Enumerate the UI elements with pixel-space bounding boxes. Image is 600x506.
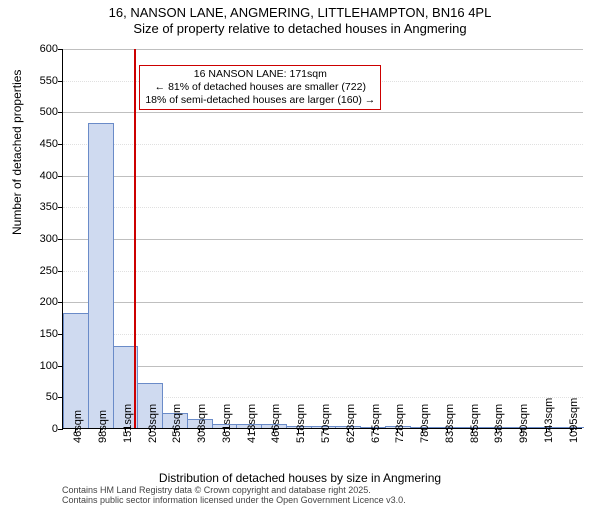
gridline <box>63 239 583 240</box>
histogram-bar <box>88 123 114 428</box>
annotation-line1: ← 81% of detached houses are smaller (72… <box>145 81 375 94</box>
y-tick-label: 100 <box>18 360 58 372</box>
y-tick <box>58 144 63 145</box>
y-tick-label: 150 <box>18 328 58 340</box>
chart-title-line2: Size of property relative to detached ho… <box>0 21 600 36</box>
x-axis-label: Distribution of detached houses by size … <box>0 471 600 485</box>
footer-attribution: Contains HM Land Registry data © Crown c… <box>62 485 406 506</box>
y-tick-label: 250 <box>18 265 58 277</box>
footer-line2: Contains public sector information licen… <box>62 495 406 505</box>
y-tick <box>58 207 63 208</box>
y-tick-label: 350 <box>18 201 58 213</box>
gridline <box>63 302 583 303</box>
chart-title-line1: 16, NANSON LANE, ANGMERING, LITTLEHAMPTO… <box>0 5 600 20</box>
y-tick-label: 200 <box>18 296 58 308</box>
gridline <box>63 144 583 145</box>
y-tick <box>58 176 63 177</box>
gridline <box>63 112 583 113</box>
footer-line1: Contains HM Land Registry data © Crown c… <box>62 485 406 495</box>
y-tick <box>58 429 63 430</box>
gridline <box>63 366 583 367</box>
gridline <box>63 176 583 177</box>
gridline <box>63 49 583 50</box>
y-tick-label: 500 <box>18 106 58 118</box>
y-tick-label: 0 <box>18 423 58 435</box>
y-tick <box>58 81 63 82</box>
y-tick <box>58 302 63 303</box>
y-tick <box>58 112 63 113</box>
annotation-title: 16 NANSON LANE: 171sqm <box>145 68 375 81</box>
annotation-box: 16 NANSON LANE: 171sqm← 81% of detached … <box>139 65 381 110</box>
gridline <box>63 207 583 208</box>
y-tick-label: 600 <box>18 43 58 55</box>
y-tick <box>58 49 63 50</box>
y-tick-label: 300 <box>18 233 58 245</box>
y-tick-label: 50 <box>18 391 58 403</box>
y-tick-label: 400 <box>18 170 58 182</box>
y-tick-label: 450 <box>18 138 58 150</box>
annotation-line2: 18% of semi-detached houses are larger (… <box>145 94 375 107</box>
gridline <box>63 271 583 272</box>
y-tick-label: 550 <box>18 75 58 87</box>
property-marker-line <box>134 49 136 428</box>
y-tick <box>58 271 63 272</box>
y-tick <box>58 239 63 240</box>
gridline <box>63 334 583 335</box>
